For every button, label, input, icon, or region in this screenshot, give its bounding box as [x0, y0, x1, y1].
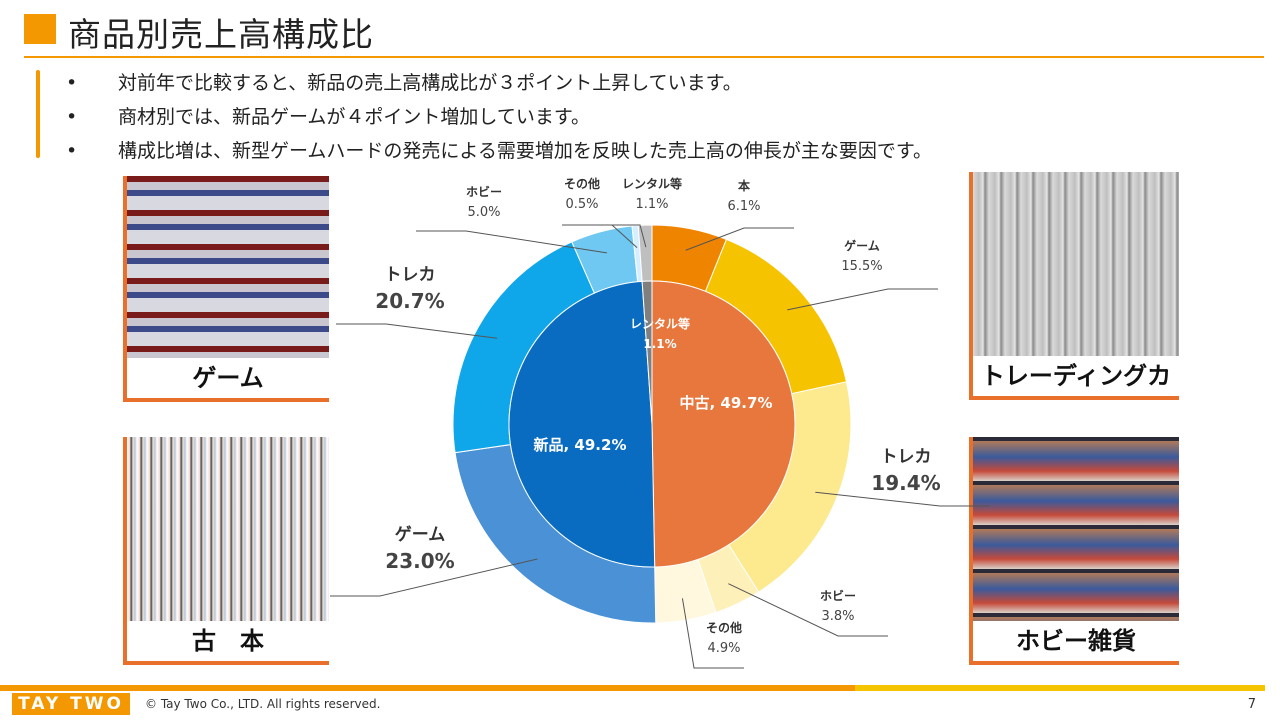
copyright-text: © Tay Two Co., LTD. All rights reserved. — [145, 697, 381, 711]
outer-label-pct: 6.1% — [727, 199, 760, 214]
inner-label-pct: 1.1% — [643, 337, 676, 351]
outer-label-name: トレカ — [881, 447, 932, 467]
leader-line-5 — [330, 558, 538, 597]
bullet-accent-bar — [36, 70, 40, 158]
bullet-text: 対前年で比較すると、新品の売上高構成比が３ポイント上昇しています。 — [118, 72, 742, 94]
outer-label-name: ホビー — [820, 588, 856, 603]
hobby-shelf-image — [973, 437, 1179, 621]
outer-ring — [452, 224, 852, 624]
bullet-text: 構成比増は、新型ゲームハードの発売による需要増加を反映した売上高の伸長が主な要因… — [118, 140, 932, 162]
inner-slice-2 — [641, 280, 653, 425]
leader-lines — [330, 224, 990, 669]
outer-label-name: ホビー — [466, 184, 502, 199]
bullet-text: 商材別では、新品ゲームが４ポイント増加しています。 — [118, 106, 590, 128]
photo-caption-cards: トレーディングカード — [973, 356, 1179, 396]
photo-trading-cards: トレーディングカード — [969, 172, 1179, 400]
outer-label-name: トレカ — [385, 265, 436, 285]
books-shelf-image — [127, 437, 329, 621]
outer-label-pct: 23.0% — [385, 549, 454, 573]
outer-label-name: その他 — [706, 620, 742, 635]
page-number: 7 — [1247, 697, 1256, 712]
outer-label-pct: 1.1% — [635, 197, 668, 212]
leader-line-7 — [416, 230, 607, 254]
outer-label-pct: 15.5% — [841, 259, 882, 274]
inner-slice-1 — [508, 280, 656, 568]
leader-line-9 — [590, 224, 647, 248]
photo-hobby-goods: ホビー雑貨 — [969, 437, 1179, 665]
bullet-item: • 構成比増は、新型ゲームハードの発売による需要増加を反映した売上高の伸長が主な要… — [60, 134, 932, 168]
outer-label-name: その他 — [564, 176, 600, 191]
outer-label-pct: 3.8% — [821, 609, 854, 624]
bullet-item: • 商材別では、新品ゲームが４ポイント増加しています。 — [60, 100, 932, 134]
inner-pie — [508, 280, 796, 568]
outer-label-pct: 4.9% — [707, 641, 740, 656]
outer-label-name: ゲーム — [395, 524, 446, 545]
leader-line-1 — [787, 288, 938, 311]
title-underline — [24, 56, 1264, 58]
outer-label-name: レンタル等 — [622, 176, 682, 191]
photo-game-store: ゲーム — [123, 176, 329, 402]
game-shelf-image — [127, 176, 329, 358]
footer-bar-yellow — [855, 685, 1265, 691]
bullet-mark: • — [66, 106, 78, 128]
bullet-item: • 対前年で比較すると、新品の売上高構成比が３ポイント上昇しています。 — [60, 66, 932, 100]
title-accent-block — [24, 14, 56, 44]
leader-line-2 — [815, 491, 990, 507]
outer-label-pct: 5.0% — [467, 205, 500, 220]
leader-line-0 — [685, 227, 794, 251]
inner-label-2: レンタル等 — [630, 316, 690, 331]
outer-label-pct: 0.5% — [565, 197, 598, 212]
bullet-list: • 対前年で比較すると、新品の売上高構成比が３ポイント上昇しています。 • 商材別で… — [60, 66, 932, 168]
photo-caption-game: ゲーム — [127, 358, 329, 398]
inner-label-1: 新品, 49.2% — [534, 436, 627, 454]
bullet-mark: • — [66, 72, 78, 94]
photo-caption-hobby: ホビー雑貨 — [973, 621, 1179, 661]
inner-label-0: 中古, 49.7% — [680, 394, 773, 412]
inner-slice-0 — [651, 280, 796, 568]
leader-line-6 — [336, 323, 498, 339]
photo-caption-books: 古 本 — [127, 621, 329, 661]
bullet-mark: • — [66, 140, 78, 162]
footer-bar-orange — [0, 685, 855, 691]
outer-label-pct: 20.7% — [375, 289, 444, 313]
outer-label-name: 本 — [738, 178, 750, 193]
company-logo: TAY TWO — [12, 693, 130, 715]
leader-line-4 — [681, 598, 744, 669]
leader-line-3 — [728, 583, 888, 637]
cards-shelf-image — [973, 172, 1179, 356]
outer-label-pct: 19.4% — [871, 471, 940, 495]
outer-label-name: ゲーム — [844, 238, 880, 253]
photo-used-books: 古 本 — [123, 437, 329, 665]
page-title: 商品別売上高構成比 — [68, 15, 374, 54]
chart-labels: 本 6.1% ゲーム 15.5% トレカ 19.4% ホビー 3.8% その他 4.9% ゲーム 23… — [375, 176, 940, 656]
